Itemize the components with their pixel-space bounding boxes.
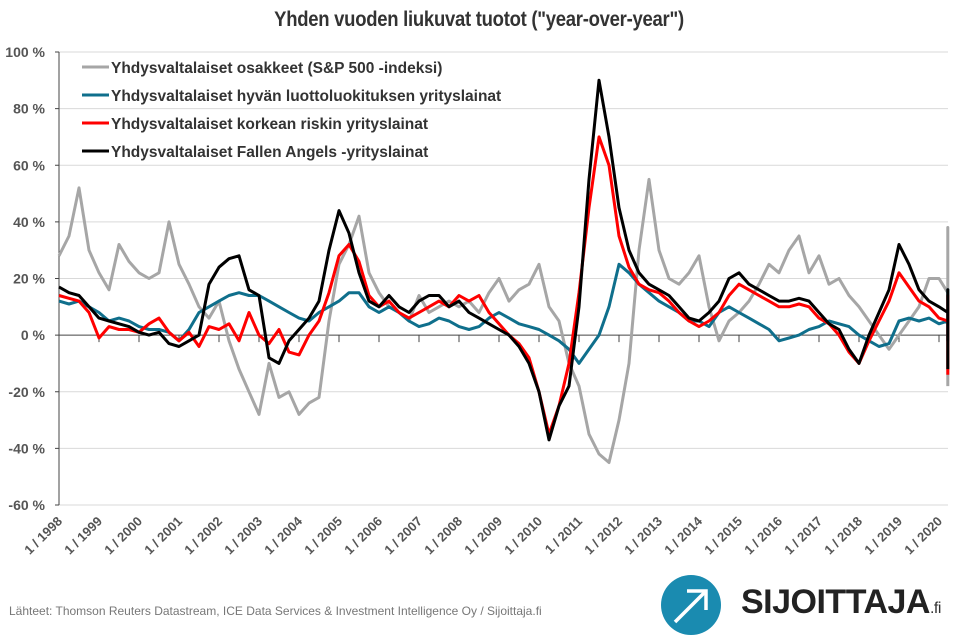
chart-title: Yhden vuoden liukuvat tuotot ("year-over… [274,8,684,31]
x-tick-label: 1 / 1999 [61,514,105,558]
y-tick-labels: 100 % 80 % 60 % 40 % 20 % 0 % -20 % -40 % -60 % [5,44,45,513]
legend-label: Yhdysvaltalaiset hyvän luottoluokituksen… [111,88,501,105]
x-tick-label: 1 / 2017 [781,514,825,558]
y-tick-label: 0 % [21,327,46,343]
legend-label: Yhdysvaltalaiset korkean riskin yritysla… [111,116,428,133]
x-tick-label: 1 / 2010 [501,514,545,558]
gridlines [59,51,948,506]
x-tick-label: 1 / 2006 [341,514,385,558]
source-note: Lähteet: Thomson Reuters Datastream, ICE… [9,604,542,618]
x-tick-label: 1 / 2016 [741,514,785,558]
logo-suffix: .fi [929,600,941,617]
legend: Yhdysvaltalaiset osakkeet (S&P 500 -inde… [82,60,501,161]
y-tick-label: -60 % [8,497,45,513]
legend-label: Yhdysvaltalaiset Fallen Angels -yritysla… [111,144,428,161]
series-line-1 [58,262,950,365]
x-tick-label: 1 / 2002 [181,514,225,558]
x-tick-label: 1 / 2014 [661,513,705,557]
x-tick-label: 1 / 1998 [21,514,65,558]
y-tick-label: 40 % [13,214,45,230]
y-tick-label: 100 % [5,44,45,60]
series-lines [57,78,950,464]
x-tick-label: 1 / 2009 [461,514,505,558]
series-line-0 [57,177,950,464]
x-tick-label: 1 / 2020 [901,514,945,558]
x-tick-label: 1 / 2015 [701,514,745,558]
x-tick-label: 1 / 2011 [542,514,585,557]
x-tick-label: 1 / 2001 [141,514,185,558]
logo-name: SIJOITTAJA [741,583,930,621]
logo-arrow-icon [661,575,721,635]
y-tick-label: 20 % [13,271,45,287]
x-tick-label: 1 / 2019 [861,514,905,558]
y-tick-label: -40 % [8,440,45,456]
y-tick-label: 80 % [13,101,45,117]
series-line-2 [58,135,950,436]
x-tick-label: 1 / 2005 [301,514,345,558]
logo-text: SIJOITTAJA.fi [741,583,941,622]
sijoittaja-logo: SIJOITTAJA.fi [661,575,958,635]
x-tick-label: 1 / 2000 [101,514,145,558]
y-tick-label: -20 % [8,384,45,400]
x-tick-label: 1 / 2012 [581,514,625,558]
legend-label: Yhdysvaltalaiset osakkeet (S&P 500 -inde… [111,60,442,77]
chart-svg: 100 %80 %60 %40 %20 %0 %-20 %-40 %-60 % … [5,44,950,557]
x-tick-label: 1 / 2007 [381,514,425,558]
x-tick-label: 1 / 2003 [221,514,265,558]
x-tick-label: 1 / 2004 [261,513,305,557]
y-tick-label: 60 % [13,157,45,173]
x-tick-label: 1 / 2013 [621,514,665,558]
x-tick-label: 1 / 2008 [421,514,465,558]
series-line-3 [58,78,950,442]
x-tick-label: 1 / 2018 [821,514,865,558]
